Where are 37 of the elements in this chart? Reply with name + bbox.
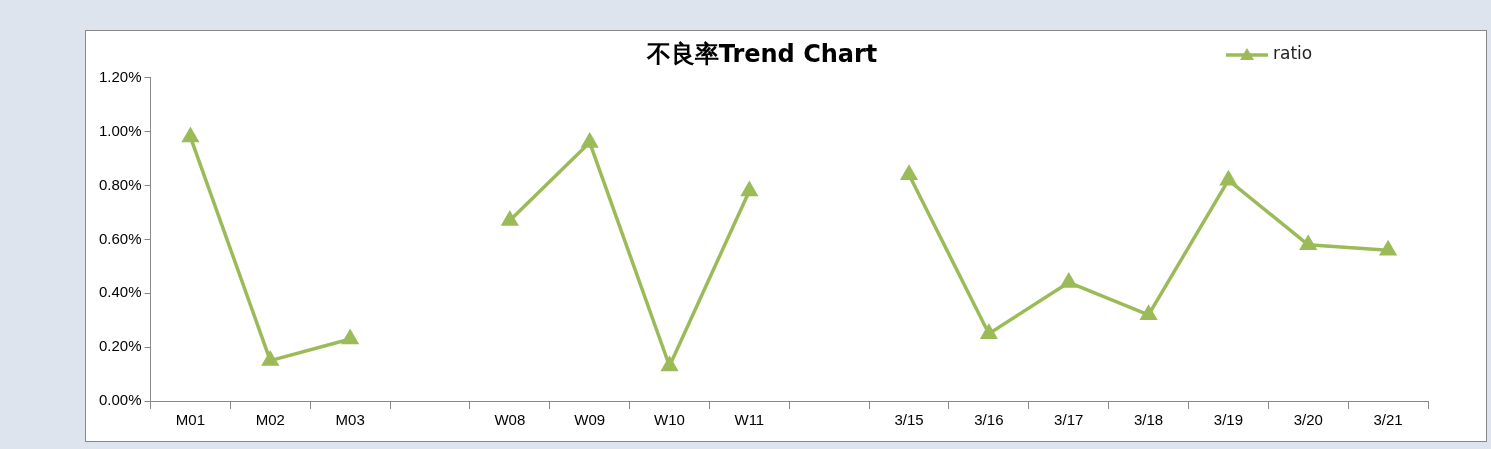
x-tick-label: W08 [494,411,526,429]
y-tick-label: 0.80% [98,175,142,193]
point [262,351,279,366]
point [1060,273,1077,288]
x-tick-label: 3/18 [1133,411,1164,429]
point [1300,236,1317,251]
point [661,357,678,372]
x-tick-label: 3/21 [1373,411,1403,429]
x-tick-label: 3/20 [1293,411,1323,429]
y-tick-label: 1.00% [98,121,142,139]
x-tick-label: W11 [734,411,765,429]
x-tick-label: 3/16 [974,411,1004,429]
legend-label: ratio [1273,43,1313,64]
x-tick-label: 3/17 [1054,411,1084,429]
x-tick-label: W10 [654,411,685,429]
x-tick-label: M02 [255,411,285,429]
y-tick-label: 0.00% [98,391,142,409]
x-tick-label: M01 [175,411,206,429]
point [581,133,598,148]
chart-title: 不良率Trend Chart [645,39,878,68]
point [182,128,199,143]
point [342,330,358,345]
point [981,324,997,339]
point [502,211,518,226]
x-tick-label: W09 [574,411,606,429]
x-tick-label: M03 [335,411,365,429]
x-tick-label: 3/15 [894,411,924,429]
x-tick-label: 3/19 [1213,411,1243,429]
point [1380,241,1396,256]
y-tick-label: 0.60% [98,229,142,247]
point [741,182,758,197]
y-tick-label: 0.20% [98,337,142,355]
point [901,166,917,181]
point [1220,171,1237,186]
point [1140,306,1157,321]
y-tick-label: 1.20% [98,67,142,85]
y-tick-label: 0.40% [98,283,142,301]
